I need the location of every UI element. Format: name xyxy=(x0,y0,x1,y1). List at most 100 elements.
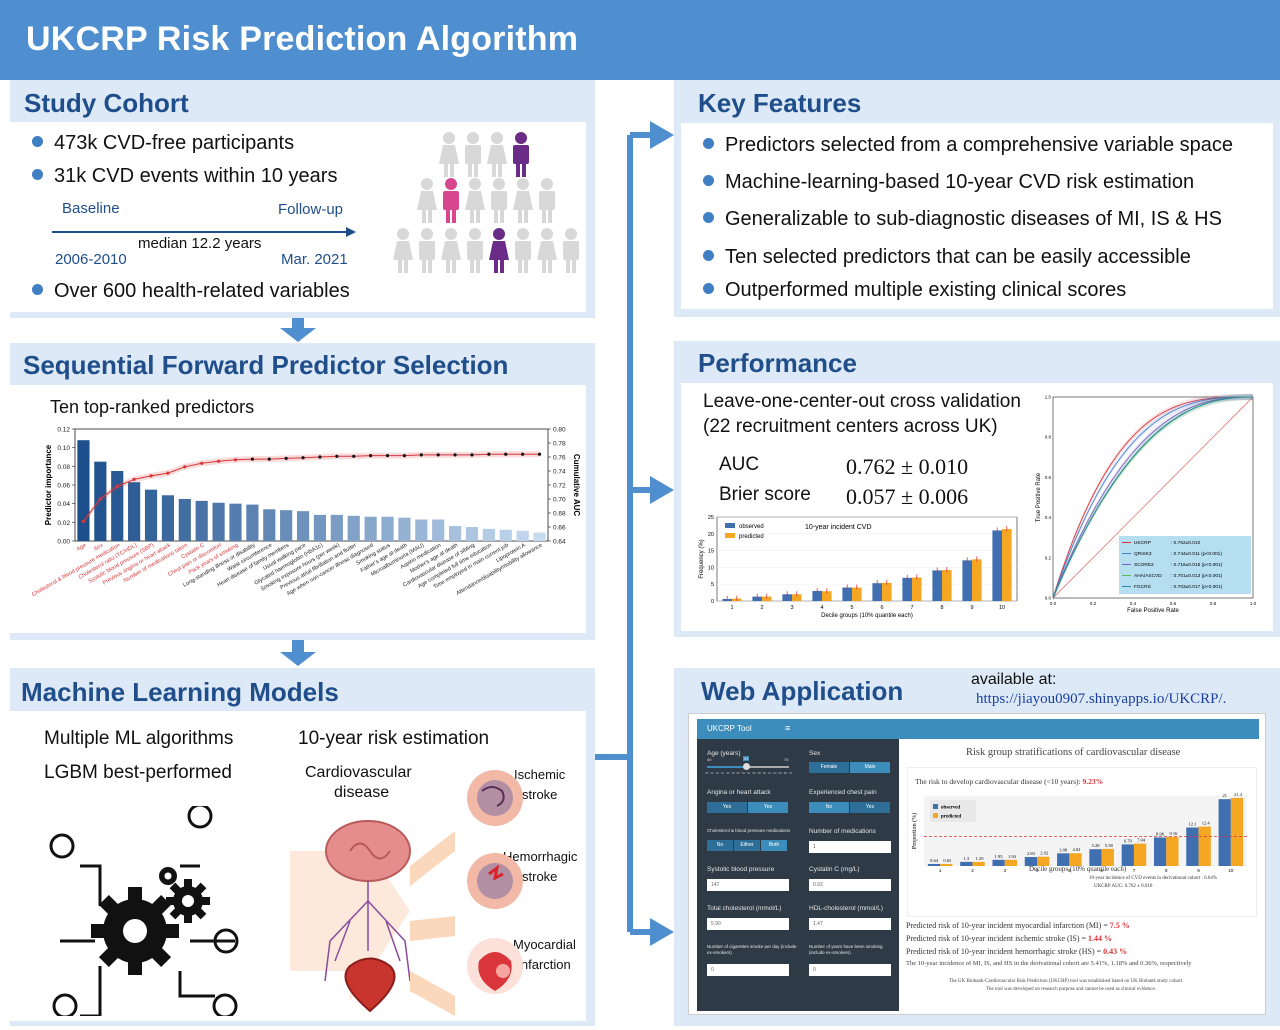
auc-point xyxy=(115,484,119,488)
chest-pain-no-button[interactable]: No xyxy=(809,802,849,813)
y-tick-label: 0.02 xyxy=(57,520,70,527)
observed-bar xyxy=(1186,827,1199,866)
diagonal-reference xyxy=(1052,396,1254,599)
observed-bar xyxy=(960,861,973,866)
person-leg xyxy=(500,259,504,273)
person-body xyxy=(393,241,413,260)
legend-predicted: predicted xyxy=(739,534,764,540)
x-tick-label: 8 xyxy=(940,605,943,611)
bar-value-label: 7.04 xyxy=(1137,838,1146,843)
ml-models-title: Machine Learning Models xyxy=(21,677,339,707)
person-leg xyxy=(542,259,546,273)
person-leg xyxy=(470,259,474,273)
ml-line1: Multiple ML algorithms xyxy=(44,728,234,749)
years-smoking-input[interactable]: 0 xyxy=(809,964,891,976)
x-tick-label: 3 xyxy=(1003,868,1006,873)
bullet-dot xyxy=(32,169,43,180)
bar-value-label: 12.4 xyxy=(1202,821,1211,826)
person-leg xyxy=(492,163,496,177)
roc-curve xyxy=(1052,396,1253,599)
auc-point xyxy=(402,454,407,458)
bullet-dot xyxy=(703,250,714,261)
x-tick-label: 1 xyxy=(730,605,733,611)
importance-bar xyxy=(144,489,158,541)
auc-point xyxy=(250,457,254,461)
person-leg xyxy=(518,209,522,223)
feature-bullet: Outperformed multiple existing clinical … xyxy=(703,279,1126,302)
age-tick-label: 52 xyxy=(741,771,746,775)
timeline-start: 2006-2010 xyxy=(55,251,127,268)
meds-no-button[interactable]: No xyxy=(707,840,733,851)
x-tick-label: 5 xyxy=(1068,868,1071,873)
person-leg xyxy=(566,259,570,273)
predicted-bar xyxy=(1101,848,1114,866)
y-tick-label: 0.0 xyxy=(1045,596,1052,601)
angina-yes-button[interactable]: Yes xyxy=(748,802,788,813)
page-title: UKCRP Risk Prediction Algorithm xyxy=(26,20,579,58)
person-head xyxy=(493,228,505,240)
observed-bar xyxy=(1089,849,1102,866)
legend-series-auc: : 0.744±0.011 (p<0.001) xyxy=(1171,551,1222,557)
person-body xyxy=(513,145,529,164)
chest-pain-label: Experienced chest pain xyxy=(809,789,877,796)
age-tick-label: 70 xyxy=(789,771,793,775)
x-tick-label: 10 xyxy=(999,605,1005,611)
num-meds-input[interactable]: 1 xyxy=(809,841,891,853)
person-leg xyxy=(428,259,432,273)
x-tick-label: 2 xyxy=(760,605,763,611)
person-icon xyxy=(467,228,483,273)
feature-bullet: Ten selected predictors that can be easi… xyxy=(703,246,1191,269)
age-tick-label: 54 xyxy=(747,771,751,775)
importance-bar xyxy=(533,532,546,541)
connector-arrows xyxy=(595,121,674,946)
person-body xyxy=(441,241,461,260)
person-icon xyxy=(443,178,459,223)
hdl-label: HDL-cholesterol (mmol/L) xyxy=(809,905,884,912)
importance-bar xyxy=(381,516,394,541)
person-head xyxy=(541,178,553,190)
cigs-input[interactable]: 0 xyxy=(707,964,789,976)
meds-both-button[interactable]: Both xyxy=(761,840,787,851)
auc-point xyxy=(318,455,322,459)
person-body xyxy=(563,241,579,260)
x-tick-label: 7 xyxy=(910,605,913,611)
auc-label: AUC xyxy=(719,454,760,475)
menu-icon[interactable]: ≡ xyxy=(785,723,791,733)
hdl-input[interactable]: 1.47 xyxy=(809,918,891,930)
plot-frame xyxy=(1052,396,1254,599)
down-arrow-icon xyxy=(280,328,316,342)
sbp-input[interactable]: 147 xyxy=(707,879,789,891)
person-leg xyxy=(522,163,526,177)
sex-female-button[interactable]: Female xyxy=(809,762,849,773)
x-tick-label: 1 xyxy=(939,868,942,873)
person-leg xyxy=(524,259,528,273)
person-body xyxy=(419,241,435,260)
angina-no-button[interactable]: Yes xyxy=(707,802,747,813)
legend-series-auc: : 0.703±0.017 (p<0.001) xyxy=(1171,584,1223,590)
hs-risk-line: Predicted risk of 10-year incident hemor… xyxy=(906,947,1128,956)
person-icon xyxy=(441,228,461,273)
x-tick-label: 9 xyxy=(970,605,973,611)
person-leg xyxy=(422,209,426,223)
auc-point xyxy=(166,471,170,475)
person-head xyxy=(517,178,529,190)
validation-line2: (22 recruitment centers across UK) xyxy=(703,416,998,437)
bullet-dot xyxy=(32,136,43,147)
total-chol-input[interactable]: 5.90 xyxy=(707,918,789,930)
meds-either-button[interactable]: Either xyxy=(734,840,760,851)
person-leg xyxy=(474,163,478,177)
x-tick-label: 0.0 xyxy=(1050,601,1057,606)
chest-pain-yes-button[interactable]: Yes xyxy=(850,802,890,813)
sex-male-button[interactable]: Male xyxy=(850,762,890,773)
person-body xyxy=(513,191,533,210)
study-cohort-box: 473k CVD-free participants 31k CVD event… xyxy=(10,122,586,312)
cystatin-input[interactable]: 0.93 xyxy=(809,879,891,891)
auc-point xyxy=(453,453,457,457)
auc-point xyxy=(470,453,474,457)
age-tick-label: 56 xyxy=(752,771,756,775)
age-slider-handle[interactable] xyxy=(743,763,750,770)
total-chol-label: Total cholesterol (mmol/L) xyxy=(707,905,782,912)
cohort-bullet: 473k CVD-free participants xyxy=(32,132,294,155)
app-url-link[interactable]: https://jiayou0907.shinyapps.io/UKCRP/. xyxy=(976,691,1227,707)
person-body xyxy=(443,191,459,210)
